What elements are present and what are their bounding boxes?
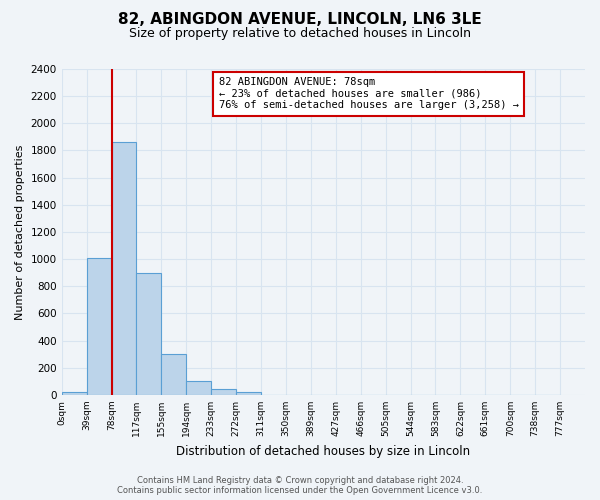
Text: 82 ABINGDON AVENUE: 78sqm
← 23% of detached houses are smaller (986)
76% of semi: 82 ABINGDON AVENUE: 78sqm ← 23% of detac… <box>218 77 518 110</box>
Bar <box>236 392 261 395</box>
Bar <box>86 258 112 395</box>
Bar <box>136 272 161 395</box>
Bar <box>186 382 211 395</box>
Text: Contains HM Land Registry data © Crown copyright and database right 2024.
Contai: Contains HM Land Registry data © Crown c… <box>118 476 482 495</box>
Text: 82, ABINGDON AVENUE, LINCOLN, LN6 3LE: 82, ABINGDON AVENUE, LINCOLN, LN6 3LE <box>118 12 482 28</box>
Text: Size of property relative to detached houses in Lincoln: Size of property relative to detached ho… <box>129 28 471 40</box>
Bar <box>62 392 86 395</box>
Bar <box>112 142 136 395</box>
X-axis label: Distribution of detached houses by size in Lincoln: Distribution of detached houses by size … <box>176 444 470 458</box>
Bar <box>211 389 236 395</box>
Bar <box>161 354 186 395</box>
Y-axis label: Number of detached properties: Number of detached properties <box>15 144 25 320</box>
